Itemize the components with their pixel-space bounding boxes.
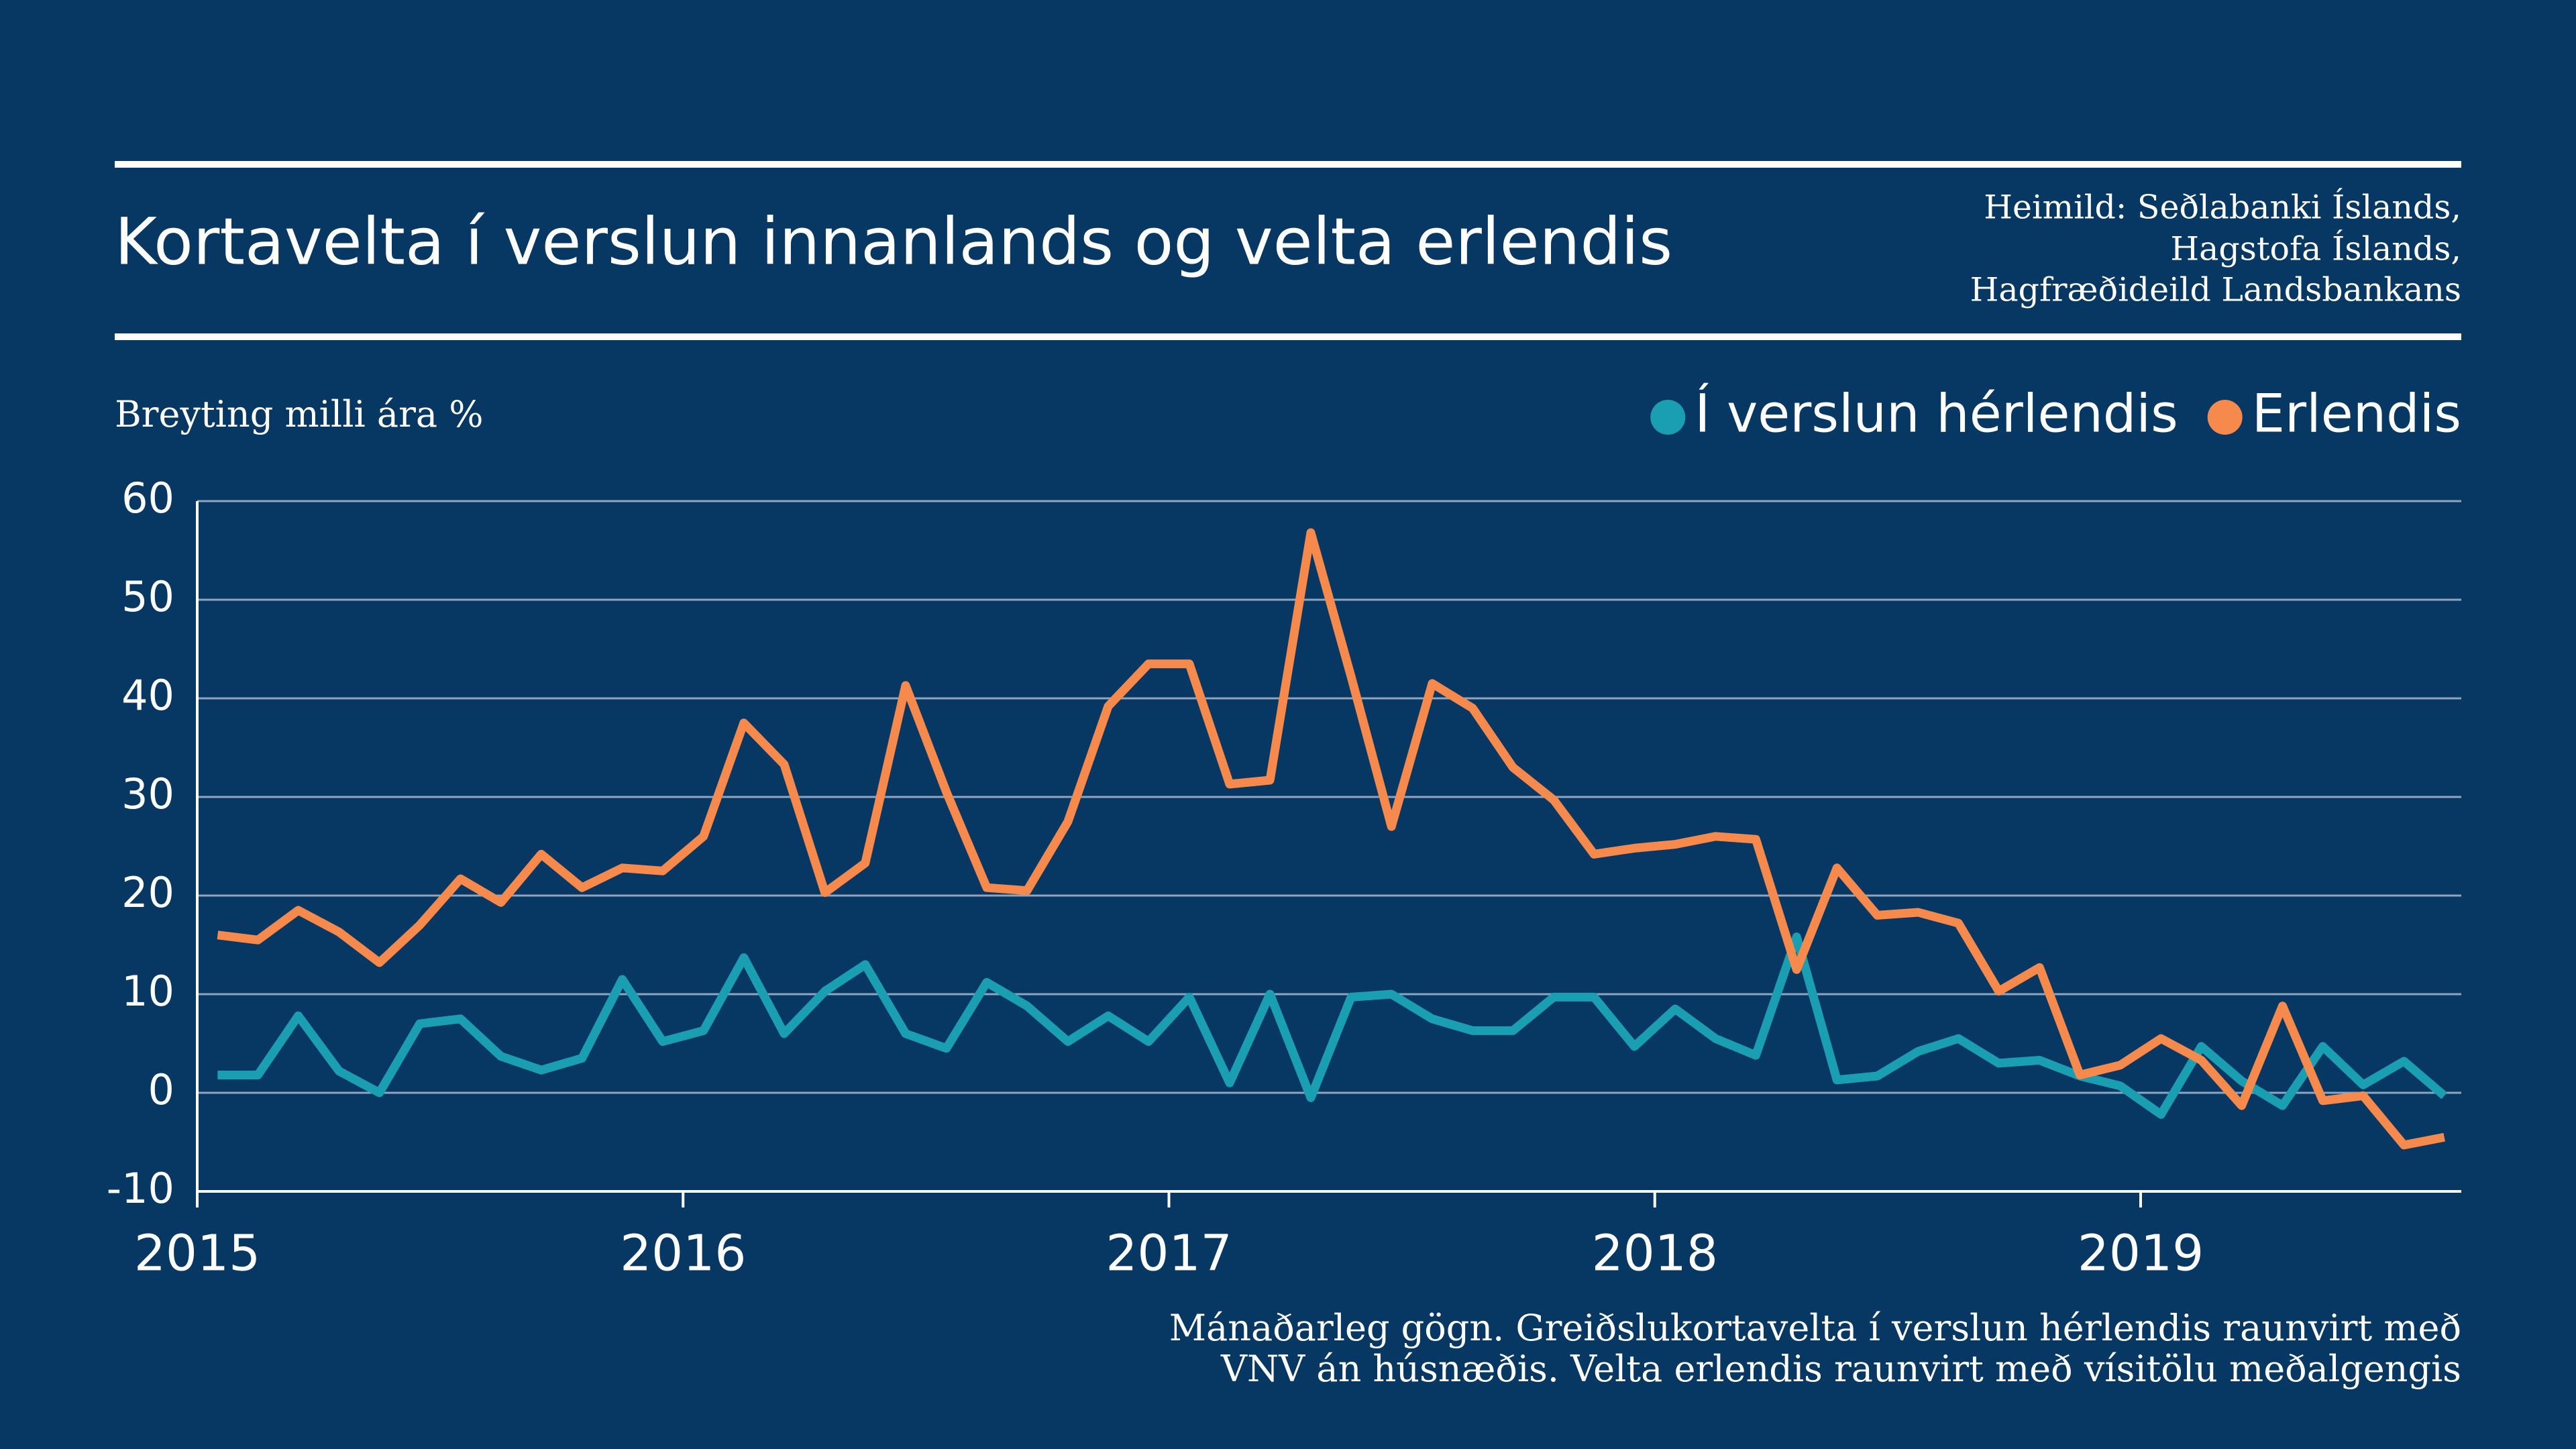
y-tick-label: 60 [121, 474, 174, 523]
legend-marker [1650, 400, 1686, 435]
y-tick-label: 0 [148, 1065, 174, 1114]
y-axis-label: Breyting milli ára % [115, 393, 484, 435]
source: Heimild: Seðlabanki Íslands, [1984, 189, 2461, 227]
y-tick-label: 50 [121, 572, 174, 621]
x-tick-label: 2015 [134, 1225, 260, 1283]
y-tick-label: -10 [107, 1164, 174, 1213]
chart-title: Kortavelta í verslun innanlands og velta… [115, 204, 1672, 279]
series-line [217, 932, 2447, 1119]
rule-bottom [115, 333, 2461, 340]
x-tick-label: 2018 [1592, 1225, 1718, 1283]
series-line [217, 528, 2445, 1150]
legend-label: Í verslun hérlendis [1695, 382, 2178, 444]
y-tick-label: 20 [121, 868, 174, 917]
y-tick-label: 10 [121, 967, 174, 1016]
source: Hagstofa Íslands, [2170, 230, 2461, 268]
y-tick-label: 40 [121, 671, 174, 720]
x-tick-label: 2016 [620, 1225, 746, 1283]
legend-marker [2207, 400, 2243, 435]
note: VNV án húsnæðis. Velta erlendis raunvirt… [1220, 1348, 2461, 1390]
legend-label: Erlendis [2252, 384, 2461, 444]
x-tick-label: 2019 [2078, 1225, 2204, 1283]
rule-top [115, 161, 2461, 168]
y-tick-label: 30 [121, 769, 174, 818]
note: Mánaðarleg gögn. Greiðslukortavelta í ve… [1169, 1307, 2461, 1349]
x-tick-label: 2017 [1106, 1225, 1232, 1283]
source: Hagfræðideild Landsbankans [1970, 271, 2461, 309]
